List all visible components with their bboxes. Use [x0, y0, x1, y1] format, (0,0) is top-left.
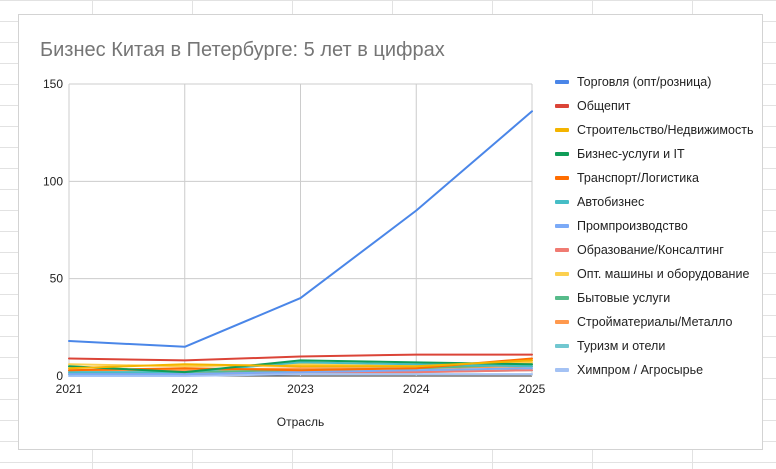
legend-swatch — [555, 200, 569, 204]
legend-item: Торговля (опт/розница) — [555, 75, 755, 89]
chart-container[interactable]: Бизнес Китая в Петербурге: 5 лет в цифра… — [18, 14, 763, 450]
legend-item: Строительство/Недвижимость — [555, 123, 755, 137]
legend-item: Опт. машины и оборудование — [555, 267, 755, 281]
x-tick-label: 2022 — [171, 382, 198, 396]
legend-item: Общепит — [555, 99, 755, 113]
legend-swatch — [555, 104, 569, 108]
y-tick-label: 50 — [50, 272, 64, 286]
legend-swatch — [555, 80, 569, 84]
y-tick-label: 0 — [56, 369, 63, 383]
y-tick-label: 100 — [43, 174, 63, 188]
legend-swatch — [555, 248, 569, 252]
chart-title: Бизнес Китая в Петербурге: 5 лет в цифра… — [40, 39, 445, 61]
legend-label: Промпроизводство — [577, 219, 688, 233]
legend-item: Туризм и отели — [555, 339, 755, 353]
x-tick-label: 2024 — [403, 382, 430, 396]
legend-item: Стройматериалы/Металло — [555, 315, 755, 329]
legend-swatch — [555, 176, 569, 180]
legend-item: Бизнес-услуги и IT — [555, 147, 755, 161]
legend-label: Образование/Консалтинг — [577, 243, 724, 257]
legend-item: Химпром / Агросырье — [555, 363, 755, 377]
legend-swatch — [555, 128, 569, 132]
series-line-0 — [68, 110, 533, 348]
legend-label: Стройматериалы/Металло — [577, 315, 733, 329]
legend-item: Бытовые услуги — [555, 291, 755, 305]
legend-item: Образование/Консалтинг — [555, 243, 755, 257]
legend-swatch — [555, 320, 569, 324]
legend-item: Транспорт/Логистика — [555, 171, 755, 185]
legend-label: Бытовые услуги — [577, 291, 671, 305]
line-chart-plot: 0 50 100 150 2021 2022 2023 2024 2025 Отрасль — [43, 77, 546, 429]
legend-swatch — [555, 272, 569, 276]
chart-legend: Торговля (опт/розница) Общепит Строительст… — [555, 75, 755, 387]
legend-swatch — [555, 296, 569, 300]
x-axis-title: Отрасль — [277, 415, 324, 429]
series-line-12 — [68, 373, 533, 377]
legend-swatch — [555, 152, 569, 156]
legend-label: Химпром / Агросырье — [577, 363, 704, 377]
series-line-2 — [68, 359, 533, 370]
legend-label: Строительство/Недвижимость — [577, 123, 754, 137]
x-tick-label: 2025 — [519, 382, 546, 396]
legend-label: Общепит — [577, 99, 631, 113]
legend-item: Автобизнес — [555, 195, 755, 209]
legend-label: Автобизнес — [577, 195, 645, 209]
legend-label: Торговля (опт/розница) — [577, 75, 712, 89]
y-tick-label: 150 — [43, 77, 63, 91]
series-line-3 — [68, 359, 533, 374]
legend-item: Промпроизводство — [555, 219, 755, 233]
legend-label: Транспорт/Логистика — [577, 171, 699, 185]
legend-swatch — [555, 344, 569, 348]
series-line-1 — [68, 353, 533, 362]
x-tick-label: 2021 — [56, 382, 83, 396]
legend-swatch — [555, 368, 569, 372]
x-tick-label: 2023 — [287, 382, 314, 396]
series-line-6 — [68, 367, 533, 376]
legend-label: Бизнес-услуги и IT — [577, 147, 685, 161]
legend-swatch — [555, 224, 569, 228]
legend-label: Опт. машины и оборудование — [577, 267, 750, 281]
legend-label: Туризм и отели — [577, 339, 666, 353]
